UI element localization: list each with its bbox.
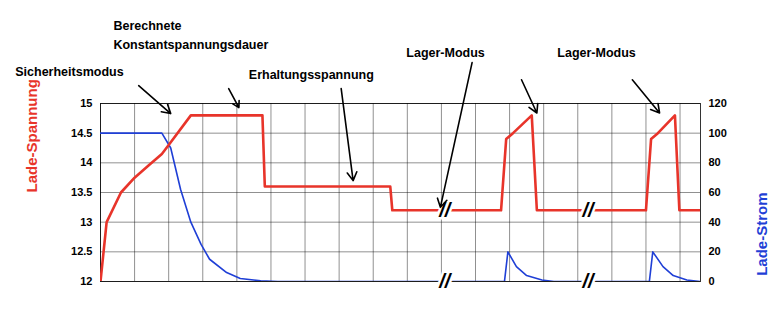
svg-text:Lager-Modus: Lager-Modus xyxy=(557,46,636,60)
svg-text:60: 60 xyxy=(709,186,721,198)
svg-text:20: 20 xyxy=(709,245,721,257)
svg-text:12.5: 12.5 xyxy=(71,245,92,257)
svg-text:Lager-Modus: Lager-Modus xyxy=(406,46,485,60)
svg-text:Lade-Spannung: Lade-Spannung xyxy=(23,79,40,192)
svg-text:12: 12 xyxy=(80,275,92,287)
svg-text:0: 0 xyxy=(709,275,715,287)
svg-text:14: 14 xyxy=(80,156,93,168)
svg-text:13: 13 xyxy=(80,216,92,228)
svg-text:Sicherheitsmodus: Sicherheitsmodus xyxy=(15,65,123,79)
svg-text:100: 100 xyxy=(709,127,727,139)
svg-text:15: 15 xyxy=(80,97,92,109)
svg-text://: // xyxy=(438,270,453,292)
svg-text:14.5: 14.5 xyxy=(71,127,92,139)
svg-text:40: 40 xyxy=(709,216,721,228)
svg-text:Lade-Strom: Lade-Strom xyxy=(753,193,770,276)
svg-text:Erhaltungsspannung: Erhaltungsspannung xyxy=(249,68,374,82)
svg-text:80: 80 xyxy=(709,156,721,168)
svg-text:120: 120 xyxy=(709,97,727,109)
svg-text://: // xyxy=(581,270,596,292)
svg-text:BerechneteKonstantspannungsdau: BerechneteKonstantspannungsdauer xyxy=(113,19,268,52)
svg-text:13.5: 13.5 xyxy=(71,186,92,198)
svg-text://: // xyxy=(581,199,596,221)
